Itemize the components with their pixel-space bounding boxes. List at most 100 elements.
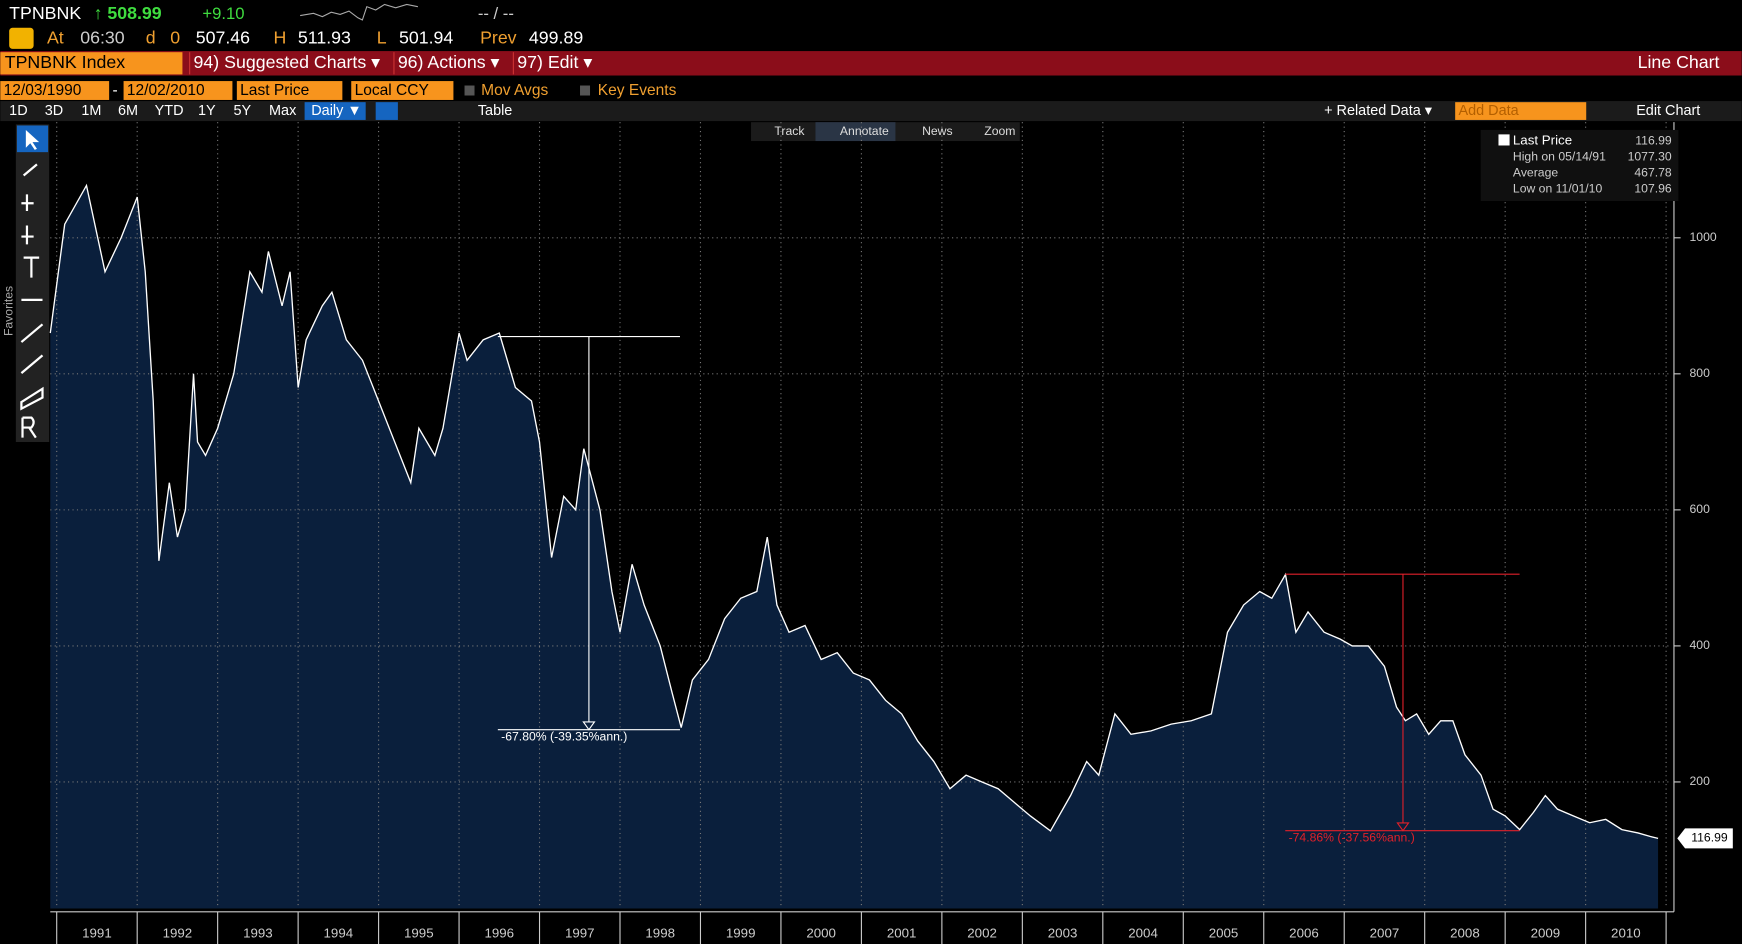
currency: Local CCY: [355, 82, 430, 99]
period-button[interactable]: 3D: [45, 103, 63, 119]
period-bar: [0, 101, 1742, 122]
add-data-box[interactable]: [1455, 102, 1587, 120]
key-events: Key Events: [598, 82, 677, 99]
prev-label: Prev: [480, 28, 517, 48]
chart-tool[interactable]: Zoom: [984, 124, 1015, 138]
prev: 499.89: [529, 28, 583, 48]
menu-item[interactable]: 96) Actions ▾: [398, 52, 500, 72]
alert-icon[interactable]: [9, 27, 34, 49]
currency-box[interactable]: [351, 81, 454, 100]
x-tick-label: 1998: [645, 926, 675, 941]
x-tick-label: 2007: [1370, 926, 1400, 941]
period-button[interactable]: 1M: [81, 103, 101, 119]
x-tick-label: 2006: [1289, 926, 1319, 941]
chart-tool[interactable]: News: [922, 124, 953, 138]
annotate-active: [815, 122, 896, 142]
y-tick-label: 400: [1690, 638, 1711, 652]
high-label: H: [274, 28, 287, 48]
menu-separator: [512, 52, 514, 75]
menu-bar: [0, 51, 1742, 76]
menu-item[interactable]: 94) Suggested Charts ▾: [194, 52, 381, 72]
end-date-box[interactable]: [123, 81, 233, 100]
last-badge: [1677, 828, 1733, 849]
related-data: + Related Data ▾: [1324, 103, 1433, 119]
chart-tool[interactable]: Annotate: [840, 124, 889, 138]
bid-ask: -- / --: [478, 4, 514, 23]
net-change: +9.10: [202, 4, 244, 23]
menu-item[interactable]: 97) Edit ▾: [517, 52, 592, 72]
chart-icon[interactable]: [375, 102, 398, 120]
x-tick-label: 2002: [967, 926, 997, 941]
legend-label: High on 05/14/91: [1513, 149, 1606, 163]
field: Last Price: [240, 82, 309, 99]
add-data: Add Data: [1459, 103, 1520, 119]
low: 501.94: [399, 28, 453, 48]
y-tick-label: 1000: [1690, 230, 1717, 244]
date-dash: -: [112, 82, 117, 99]
at-label: At: [47, 28, 64, 48]
legend-value: 116.99: [1635, 133, 1672, 147]
annotation: -67.80% (-39.35%ann.): [501, 730, 627, 744]
tool-icons: [20, 163, 44, 439]
period-button[interactable]: 6M: [118, 103, 138, 119]
chart-kind: Line Chart: [1638, 52, 1720, 72]
low-label: L: [377, 28, 387, 48]
x-tick-label: 2005: [1209, 926, 1239, 941]
legend-swatch: [1498, 134, 1510, 146]
period-button[interactable]: 1D: [9, 103, 27, 119]
pointer-icon: [25, 129, 40, 150]
x-tick-label: 2003: [1048, 926, 1078, 941]
open: 507.46: [196, 28, 250, 48]
x-tick-label: 1994: [324, 926, 354, 941]
x-tick-label: 1999: [726, 926, 756, 941]
menu-separator: [189, 52, 191, 75]
security: TPNBNK Index: [5, 52, 125, 72]
x-tick-label: 2001: [887, 926, 917, 941]
area: [50, 185, 1659, 909]
d-label: d: [146, 28, 156, 48]
legend-value: 1077.30: [1628, 149, 1672, 163]
ticker: TPNBNK: [9, 3, 81, 23]
period-button[interactable]: 1Y: [198, 103, 216, 119]
edit-chart: Edit Chart: [1636, 103, 1700, 119]
price-line: [49, 183, 1659, 840]
favorites: Favorites: [1, 286, 15, 336]
period-button[interactable]: 5Y: [234, 103, 252, 119]
time: 06:30: [80, 28, 125, 48]
y-tick-label: 800: [1690, 366, 1711, 380]
start-date-box[interactable]: [0, 81, 110, 100]
x-tick-label: 1996: [484, 926, 514, 941]
y-tick-label: 600: [1690, 502, 1711, 516]
x-tick-label: 1991: [82, 926, 112, 941]
x-tick-label: 2010: [1611, 926, 1641, 941]
tool-strip: [15, 124, 50, 443]
checkbox[interactable]: [580, 85, 591, 96]
x-tick-label: 2008: [1450, 926, 1480, 941]
y-tick-label: 200: [1690, 774, 1711, 788]
x-tick-label: 1995: [404, 926, 434, 941]
legend-label: Low on 11/01/10: [1513, 182, 1603, 196]
period-button[interactable]: Max: [269, 103, 297, 119]
frequency: Daily ▼: [311, 103, 361, 119]
annotation: -74.86% (-37.56%ann.): [1289, 831, 1415, 845]
frequency-box[interactable]: [304, 102, 366, 120]
measure-white: [497, 335, 680, 731]
checkbox[interactable]: [464, 85, 475, 96]
last-badge-label: 116.99: [1691, 831, 1728, 845]
start-date: 12/03/1990: [4, 82, 82, 99]
chart-tool[interactable]: Track: [774, 124, 805, 138]
mov-avgs: Mov Avgs: [481, 82, 548, 99]
period-button[interactable]: YTD: [155, 103, 184, 119]
field-box[interactable]: [236, 81, 343, 100]
legend-value: 107.96: [1634, 182, 1672, 196]
measure-red: [1285, 573, 1520, 832]
x-tick-label: 1993: [243, 926, 273, 941]
x-tick-label: 2000: [806, 926, 836, 941]
security-box[interactable]: [0, 52, 183, 75]
table: Table: [478, 103, 512, 119]
last-price: ↑ 508.99: [94, 3, 162, 23]
x-tick-label: 1997: [565, 926, 595, 941]
sparkline: [300, 3, 418, 21]
